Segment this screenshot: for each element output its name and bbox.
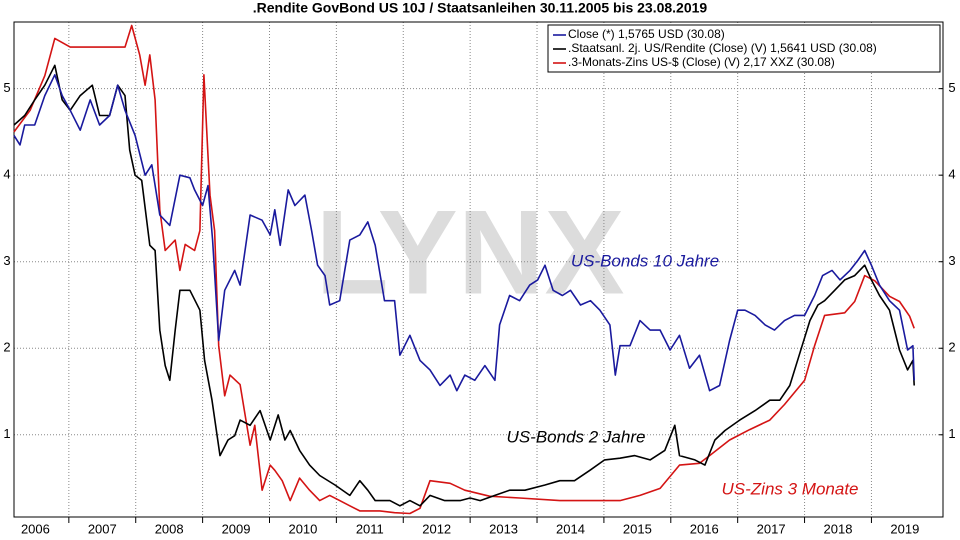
y2-tick-label: 5 (948, 80, 955, 95)
y2-tick-label: 3 (948, 253, 955, 268)
y-tick-label: 2 (3, 340, 10, 355)
annotation: US-Bonds 10 Jahre (571, 251, 719, 270)
x-tick-label: 2015 (623, 521, 652, 536)
x-tick-label: 2013 (489, 521, 518, 536)
y-tick-label: 5 (3, 80, 10, 95)
annotation: US-Bonds 2 Jahre (507, 427, 646, 446)
y-tick-label: 1 (3, 426, 10, 441)
x-tick-label: 2017 (757, 521, 786, 536)
series-line (13, 64, 915, 507)
x-tick-label: 2014 (556, 521, 585, 536)
y2-tick-label: 2 (948, 340, 955, 355)
x-tick-label: 2007 (88, 521, 117, 536)
legend-label: .Staatsanl. 2j. US/Rendite (Close) (V) 1… (568, 41, 877, 55)
series-line (13, 24, 915, 515)
x-tick-label: 2010 (288, 521, 317, 536)
x-tick-label: 2012 (422, 521, 451, 536)
x-tick-label: 2019 (890, 521, 919, 536)
legend-label: Close (*) 1,5765 USD (30.08) (568, 27, 725, 41)
x-tick-label: 2009 (222, 521, 251, 536)
series-line (13, 74, 915, 392)
y2-tick-label: 4 (948, 167, 955, 182)
x-tick-label: 2006 (21, 521, 50, 536)
x-tick-label: 2018 (824, 521, 853, 536)
x-tick-label: 2016 (690, 521, 719, 536)
legend-label: .3-Monats-Zins US-$ (Close) (V) 2,17 XXZ… (568, 55, 835, 69)
annotation: US-Zins 3 Monate (722, 479, 859, 498)
legend: Close (*) 1,5765 USD (30.08).Staatsanl. … (547, 24, 941, 73)
legend-box (547, 24, 941, 73)
y-tick-label: 3 (3, 253, 10, 268)
chart-title: .Rendite GovBond US 10J / Staatsanleihen… (253, 0, 708, 16)
y-tick-label: 4 (3, 167, 10, 182)
y2-tick-label: 1 (948, 426, 955, 441)
plot-frame (13, 21, 944, 518)
x-tick-label: 2008 (155, 521, 184, 536)
x-tick-label: 2011 (356, 521, 384, 536)
